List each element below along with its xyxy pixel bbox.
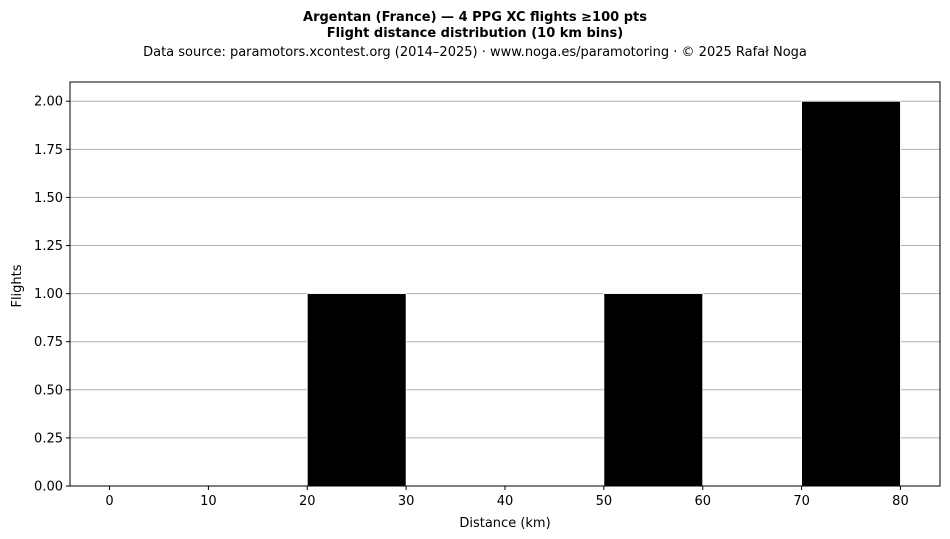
y-axis-ticks: 0.00 0.25 0.50 0.75 1.00 1.25 1.50 1.75 2.00 <box>34 95 70 495</box>
x-tick-label: 10 <box>200 494 217 509</box>
y-tick-label: 0.00 <box>34 480 63 495</box>
y-gridlines <box>70 100 940 487</box>
x-tick-label: 30 <box>398 494 415 509</box>
y-tick-label: 0.50 <box>34 383 63 398</box>
y-tick-label: 1.00 <box>34 287 63 302</box>
x-axis-label: Distance (km) <box>459 516 550 531</box>
y-tick-label: 1.50 <box>34 191 63 206</box>
y-tick-label: 1.75 <box>34 143 63 158</box>
x-tick-label: 20 <box>299 494 316 509</box>
y-tick-label: 1.25 <box>34 239 63 254</box>
histogram-bar <box>306 293 407 487</box>
x-tick-label: 60 <box>694 494 711 509</box>
x-tick-label: 40 <box>497 494 514 509</box>
y-tick-label: 0.25 <box>34 431 63 446</box>
chart-title: Argentan (France) — 4 PPG XC flights ≥10… <box>303 10 647 25</box>
y-axis-label: Flights <box>10 264 25 307</box>
x-axis-ticks: 0 10 20 30 40 50 60 70 80 <box>105 486 909 509</box>
y-tick-label: 0.75 <box>34 335 63 350</box>
histogram-bar <box>603 293 704 487</box>
histogram-bars <box>306 100 901 487</box>
y-tick-label: 2.00 <box>34 95 63 110</box>
x-tick-label: 0 <box>105 494 113 509</box>
x-tick-label: 70 <box>793 494 810 509</box>
x-tick-label: 80 <box>892 494 909 509</box>
histogram-bar <box>801 100 901 487</box>
chart-subtitle: Flight distance distribution (10 km bins… <box>327 26 623 41</box>
chart-caption: Data source: paramotors.xcontest.org (20… <box>143 45 807 60</box>
x-tick-label: 50 <box>596 494 613 509</box>
